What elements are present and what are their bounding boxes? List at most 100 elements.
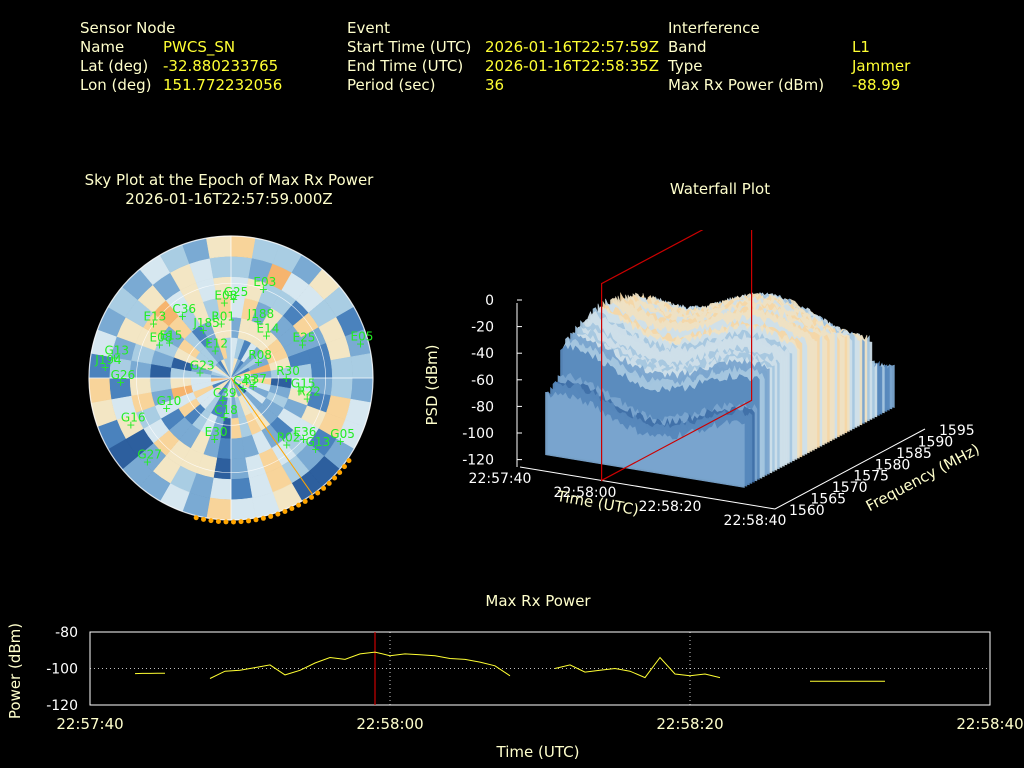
waterfall-slice (545, 391, 745, 488)
sky-satellite-marker: + (299, 433, 308, 446)
waterfall-z-tick-label: -80 (471, 399, 494, 415)
sky-satellite-marker: + (220, 297, 229, 310)
power-y-tick-label: -120 (46, 698, 78, 714)
sky-heatmap-cell (230, 235, 256, 259)
interference-band-value: L1 (852, 38, 870, 56)
sky-satellite-label: G15 (291, 376, 316, 390)
sensor-lat-label: Lat (deg) (80, 57, 149, 75)
waterfall-z-tick-label: -40 (471, 346, 494, 362)
sky-satellite-marker: + (311, 443, 320, 456)
waterfall-time-tick-label: 22:58:40 (724, 513, 787, 529)
sky-satellite-marker: + (253, 315, 262, 328)
sensor-title: Sensor Node (80, 19, 176, 37)
sky-satellite-marker: + (126, 419, 135, 432)
sky-bearing-dot (337, 469, 343, 475)
waterfall-z-tick-label: -60 (471, 373, 494, 389)
sky-satellite-label: R22 (297, 384, 321, 398)
sky-bearing-dot (193, 515, 199, 521)
sky-satellite-label: R08 (248, 348, 272, 362)
sky-satellite-marker: + (210, 433, 219, 446)
sky-satellite-label: R02 (277, 430, 301, 444)
sky-satellite-label: R30 (276, 364, 300, 378)
sky-satellite-marker: + (356, 337, 365, 350)
waterfall-surface (545, 291, 895, 488)
sky-satellite-marker: + (249, 380, 258, 393)
sky-satellite-marker: + (162, 402, 171, 415)
waterfall-title: Waterfall Plot (669, 180, 771, 198)
waterfall-freq-tick-label: 1595 (939, 423, 975, 439)
sky-bearing-dot (208, 518, 214, 524)
sky-bearing-dot (332, 475, 338, 481)
sky-satellite-label: G27 (137, 448, 162, 462)
event-title: Event (347, 19, 390, 37)
sky-satellite-marker: + (296, 384, 305, 397)
sky-bearing-dot (341, 464, 347, 470)
sky-satellite-label: E15 (160, 329, 183, 343)
interference-maxpower-label: Max Rx Power (dBm) (668, 76, 825, 94)
sky-satellite-marker: + (298, 339, 307, 352)
sky-satellite-marker: + (262, 330, 271, 343)
power-series-line (554, 656, 721, 679)
sky-satellite-marker: + (282, 438, 291, 451)
sky-satellite-marker: + (178, 310, 187, 323)
interference-type-label: Type (668, 57, 703, 75)
waterfall-freq-axis (774, 428, 926, 510)
waterfall-time-tick-label: 22:58:20 (639, 499, 702, 515)
sky-satellite-label: R37 (243, 372, 267, 386)
sky-satellite-label: E36 (294, 425, 317, 439)
interference-title: Interference (668, 19, 760, 37)
waterfall-z-tick-label: 0 (485, 293, 494, 309)
sky-satellite-marker: + (165, 337, 174, 350)
waterfall-time-tick-label: 22:57:40 (469, 471, 532, 487)
sky-satellite-label: C39 (213, 386, 237, 400)
sky-satellite-label: J194 (94, 353, 121, 367)
waterfall-axes (516, 299, 926, 510)
sky-bearing-dot (302, 498, 308, 504)
power-x-tick-label: 22:57:40 (56, 715, 123, 733)
sky-satellite-label: G13 (306, 435, 331, 449)
power-y-label: Power (dBm) (6, 623, 24, 719)
sky-bearing-dot (296, 502, 302, 508)
sky-satellite-label: G05 (330, 427, 355, 441)
waterfall-freq-tick-label: 1570 (832, 480, 868, 496)
power-y-tick-label: -80 (55, 625, 78, 641)
waterfall-freq-tick-label: 1590 (918, 434, 954, 450)
sky-satellite-label: C18 (214, 403, 238, 417)
sky-heatmap-cell (88, 377, 112, 403)
waterfall-freq-tick-label: 1560 (789, 503, 825, 519)
waterfall-freq-tick-label: 1580 (875, 457, 911, 473)
waterfall-freq-tick-label: 1565 (810, 492, 846, 508)
power-x-tick-label: 22:58:00 (356, 715, 423, 733)
sky-bearing-dot (326, 480, 332, 486)
sky-satellite-marker: + (217, 318, 226, 331)
sky-satellite-marker: + (110, 351, 119, 364)
sky-satellite-label: C43 (233, 374, 257, 388)
sensor-lon-value: 151.772232056 (163, 76, 283, 94)
sky-satellite-marker: + (149, 318, 158, 331)
sky-satellite-label: G10 (157, 394, 182, 408)
sky-bearing-dot (215, 518, 221, 524)
sky-heatmap-cell (209, 256, 232, 279)
event-end-label: End Time (UTC) (347, 57, 464, 75)
power-title: Max Rx Power (485, 592, 591, 610)
sky-satellite-marker: + (254, 356, 263, 369)
sensor-name-label: Name (80, 38, 125, 56)
sky-satellite-marker: + (303, 392, 312, 405)
skyplot-title: Sky Plot at the Epoch of Max Rx Power (84, 171, 374, 189)
event-period-value: 36 (485, 76, 505, 94)
power-series-line (209, 651, 511, 679)
sky-satellite-marker: + (211, 345, 220, 358)
sky-satellite-label: J188 (247, 307, 274, 321)
sky-heatmap-cell (350, 353, 374, 379)
sky-bearing-dot (201, 516, 207, 522)
interference-type-value: Jammer (852, 57, 911, 75)
sky-satellite-marker: + (229, 293, 238, 306)
sky-satellite-label: E03 (253, 275, 276, 289)
sky-satellite-marker: + (238, 382, 247, 395)
sky-bearing-dot (346, 458, 352, 464)
sky-satellite-label: G13 (104, 343, 129, 357)
sky-satellite-label: G26 (111, 368, 136, 382)
event-end-value: 2026-01-16T22:58:35Z (485, 57, 659, 75)
sky-heatmap (88, 235, 374, 521)
waterfall-z-tick-label: -120 (462, 453, 494, 469)
